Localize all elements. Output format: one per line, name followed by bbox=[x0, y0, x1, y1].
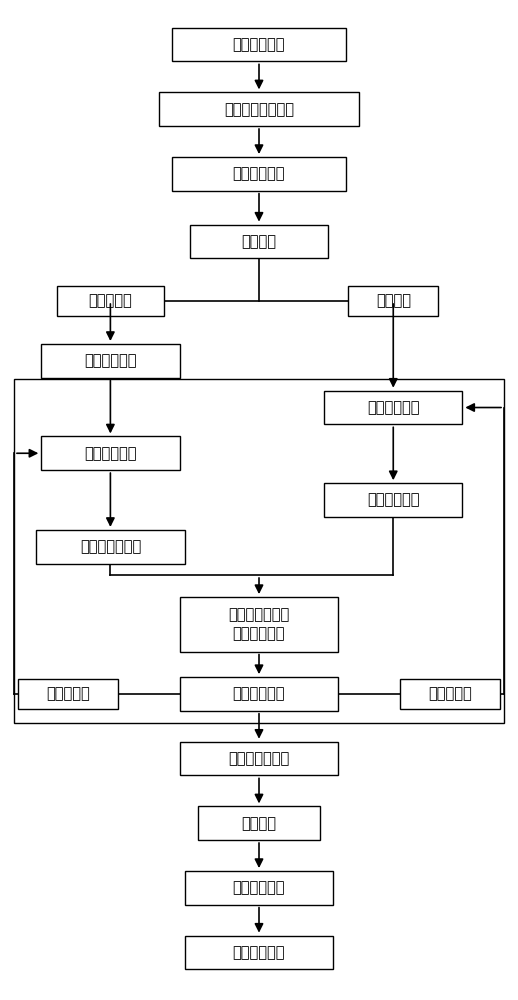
FancyBboxPatch shape bbox=[172, 28, 346, 61]
Text: 调整水平高度: 调整水平高度 bbox=[84, 353, 137, 368]
FancyBboxPatch shape bbox=[19, 679, 118, 709]
Text: 进行侧面修剪: 进行侧面修剪 bbox=[367, 492, 420, 507]
FancyBboxPatch shape bbox=[56, 286, 164, 316]
Text: 有反弹枝条: 有反弹枝条 bbox=[47, 686, 90, 701]
FancyBboxPatch shape bbox=[180, 742, 338, 775]
Text: 确定修剪尺寸: 确定修剪尺寸 bbox=[233, 166, 285, 181]
Bar bbox=[14, 379, 504, 723]
FancyBboxPatch shape bbox=[190, 225, 328, 258]
Text: 收起仪器: 收起仪器 bbox=[241, 816, 277, 831]
Text: 上下调节仪器: 上下调节仪器 bbox=[367, 400, 420, 415]
FancyBboxPatch shape bbox=[159, 92, 359, 126]
Text: 水平面修剪: 水平面修剪 bbox=[89, 294, 132, 309]
Text: 去除修剪后挂于
绿篱上的枝叶: 去除修剪后挂于 绿篱上的枝叶 bbox=[228, 608, 290, 641]
Text: 做好相关记录: 做好相关记录 bbox=[233, 945, 285, 960]
Text: 清理剪下的枝叶: 清理剪下的枝叶 bbox=[228, 751, 290, 766]
FancyBboxPatch shape bbox=[185, 871, 333, 905]
Text: 搭设仪器: 搭设仪器 bbox=[241, 234, 277, 249]
FancyBboxPatch shape bbox=[349, 286, 438, 316]
Text: 观察苗木生产状况: 观察苗木生产状况 bbox=[224, 102, 294, 117]
FancyBboxPatch shape bbox=[400, 679, 499, 709]
FancyBboxPatch shape bbox=[36, 530, 185, 564]
Text: 利用仪器复检: 利用仪器复检 bbox=[233, 686, 285, 701]
Text: 有反弹枝条: 有反弹枝条 bbox=[428, 686, 471, 701]
Text: 侧面修剪: 侧面修剪 bbox=[376, 294, 411, 309]
FancyBboxPatch shape bbox=[197, 806, 321, 840]
Text: 左右调节仪器: 左右调节仪器 bbox=[84, 446, 137, 461]
FancyBboxPatch shape bbox=[41, 344, 180, 378]
FancyBboxPatch shape bbox=[41, 436, 180, 470]
Text: 搭建安全设施: 搭建安全设施 bbox=[233, 37, 285, 52]
FancyBboxPatch shape bbox=[180, 677, 338, 711]
FancyBboxPatch shape bbox=[185, 936, 333, 969]
FancyBboxPatch shape bbox=[324, 483, 463, 517]
FancyBboxPatch shape bbox=[324, 391, 463, 424]
FancyBboxPatch shape bbox=[180, 597, 338, 652]
FancyBboxPatch shape bbox=[172, 157, 346, 191]
Text: 拆除安全设施: 拆除安全设施 bbox=[233, 880, 285, 895]
Text: 进行水平面修剪: 进行水平面修剪 bbox=[80, 539, 141, 554]
